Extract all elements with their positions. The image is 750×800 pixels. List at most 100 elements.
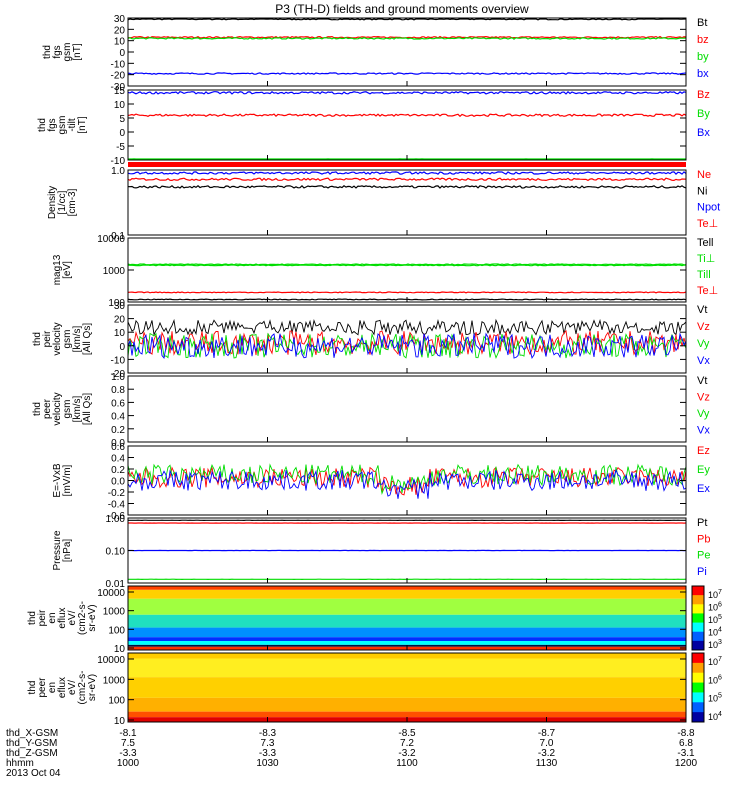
colorbar-label: 103 [708,639,722,650]
tick-label: 100 [108,298,125,309]
ephemeris-value: 1130 [536,758,558,769]
colorbar-segment [692,595,704,605]
spectrogram-band [128,589,686,599]
legend-Vy: Vy [697,408,710,420]
tick-label: 0.4 [111,454,125,465]
legend-Vx: Vx [697,425,710,437]
colorbar-segment [692,672,704,684]
legend-Pt: Pt [697,517,707,529]
ephemeris-value: -3.1 [677,748,695,759]
colorbar-segment [692,622,704,633]
tick-label: 1.00 [106,514,126,525]
spectrogram-band [128,653,686,659]
legend-Te⊥: Te⊥ [697,218,718,230]
tick-label: 0 [119,128,125,139]
legend-Ey: Ey [697,464,710,476]
tick-label: 0.2 [111,465,125,476]
series-Bt [127,18,686,21]
legend-by: by [697,51,709,63]
tick-label: -0.6 [108,511,126,522]
ephemeris-value: -8.5 [398,728,416,739]
tick-label: 10 [114,644,126,655]
series-Npot [127,171,687,175]
legend-Vz: Vz [697,392,710,404]
tick-label: 10000 [97,234,125,245]
ephemeris-value: -3.2 [398,748,416,759]
series-Ni [127,184,687,189]
colorbar-label: 105 [708,693,722,704]
tick-label: 100 [108,696,125,707]
colorbar-label: 107 [708,589,722,600]
tick-label: 0.2 [111,425,125,436]
series-Ex [127,468,687,499]
panel-5: 3020100-10-20thdpeirvelocitygsm[km/s][Al… [32,301,710,380]
colorbar-label: 107 [708,656,722,667]
legend-Npot: Npot [697,202,720,214]
colorbar-segment [692,653,704,664]
tick-label: -20 [111,71,126,82]
legend-Tell: Tell [697,237,714,249]
tick-label: 0 [119,342,125,353]
ephemeris-value: 7.3 [261,738,275,749]
tick-label: 0.6 [111,398,125,409]
tick-label: 10000 [97,655,125,666]
axis-label: thdpeerenefluxeV/(cm2-s-sr-eV) [27,671,98,705]
ephemeris-value: -8.8 [677,728,695,739]
panel-frame [127,89,687,161]
tick-label: 30 [114,301,126,312]
axis-label: thdfgsgsm[nT] [42,43,83,62]
legend-Bz: Bz [697,89,710,101]
axis-label: thdpeirenefluxeV/(cm2-s-sr-eV) [27,601,98,635]
panel-7: 0.60.40.20.0-0.2-0.4-0.6 E=-VxB[mV/m] Ez Ey… [52,442,710,522]
panel-4: 10000 1000 100 mag13[eV] Tell Ti⊥ Till Te⊥ [52,234,718,309]
ephemeris-value: -3.3 [259,748,277,759]
ephemeris-value: 7.0 [540,738,554,749]
legend-Vy: Vy [697,338,710,350]
tick-label: 0.10 [106,547,126,558]
tick-label: -10 [111,355,126,366]
chart-title: P3 (TH-D) fields and ground moments over… [275,2,529,16]
tick-label: 0.1 [111,231,125,242]
spectrogram-band [128,627,686,638]
legend-Ti⊥: Ti⊥ [697,253,715,265]
ephemeris-value: 1200 [675,758,698,769]
series-Vx [127,332,687,360]
colorbar-frame [691,652,705,723]
colorbar-segment [692,604,704,614]
legend-By: By [697,108,710,120]
series-Ti⊥ [127,263,687,266]
spectrogram-band [128,697,686,712]
axis-label: mag13[eV] [52,254,73,285]
colorbar: 107 106 105 104 [691,652,722,723]
series-Vt [127,318,687,336]
ephemeris-value: 1100 [396,758,418,769]
tick-label: -20 [111,369,126,380]
spectrogram-band [128,614,686,628]
ephemeris-value: -3.3 [119,748,137,759]
tick-label: 0.01 [106,579,126,590]
panel-frame [127,375,687,443]
colorbar-segment [692,702,704,713]
tick-label: -0.4 [108,500,126,511]
tick-label: 0.6 [111,442,125,453]
colorbar-segment [692,682,704,693]
ephemeris-label: thd_Z-GSM [6,748,58,759]
legend-Vx: Vx [697,355,710,367]
spectrogram-band [128,637,686,642]
legend-bz: bz [697,34,709,46]
panel-10: 107 106 105 104 10000 1000 100 10 thdpeereneflux… [27,652,722,727]
colorbar-segment [692,586,704,596]
spectrogram-band [128,711,686,718]
tick-label: 30 [114,14,126,25]
tick-label: 10 [114,716,126,727]
ephemeris-value: -8.1 [119,728,137,739]
spectrogram-band [128,658,686,678]
panel-6: 1.0 0.8 0.6 0.4 0.2 0.0 thdpeervelocitygsm[km/… [32,372,710,449]
spectrogram-band [128,641,686,645]
legend-Till: Till [697,269,711,281]
panel-frame [127,445,687,516]
